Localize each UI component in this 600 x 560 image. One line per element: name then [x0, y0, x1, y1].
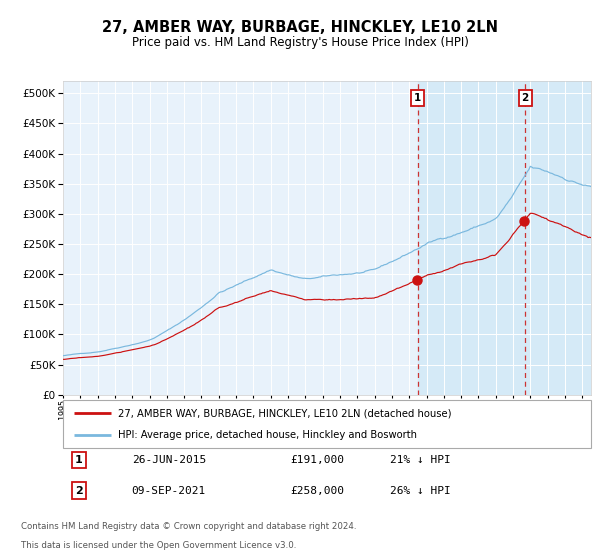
Text: This data is licensed under the Open Government Licence v3.0.: This data is licensed under the Open Gov…	[21, 541, 296, 550]
Text: 2: 2	[521, 93, 529, 103]
Text: 09-SEP-2021: 09-SEP-2021	[131, 486, 206, 496]
Text: 27, AMBER WAY, BURBAGE, HINCKLEY, LE10 2LN (detached house): 27, AMBER WAY, BURBAGE, HINCKLEY, LE10 2…	[118, 408, 452, 418]
Text: 21% ↓ HPI: 21% ↓ HPI	[391, 455, 451, 465]
Text: Price paid vs. HM Land Registry's House Price Index (HPI): Price paid vs. HM Land Registry's House …	[131, 36, 469, 49]
Text: 26-JUN-2015: 26-JUN-2015	[131, 455, 206, 465]
Text: 1: 1	[414, 93, 421, 103]
Text: Contains HM Land Registry data © Crown copyright and database right 2024.: Contains HM Land Registry data © Crown c…	[21, 522, 356, 531]
Text: £191,000: £191,000	[290, 455, 344, 465]
Text: HPI: Average price, detached house, Hinckley and Bosworth: HPI: Average price, detached house, Hinc…	[118, 430, 418, 440]
Text: 26% ↓ HPI: 26% ↓ HPI	[391, 486, 451, 496]
Text: £258,000: £258,000	[290, 486, 344, 496]
Text: 2: 2	[75, 486, 83, 496]
Bar	[418, 81, 591, 395]
Text: 27, AMBER WAY, BURBAGE, HINCKLEY, LE10 2LN: 27, AMBER WAY, BURBAGE, HINCKLEY, LE10 2…	[102, 20, 498, 35]
Text: 1: 1	[75, 455, 83, 465]
